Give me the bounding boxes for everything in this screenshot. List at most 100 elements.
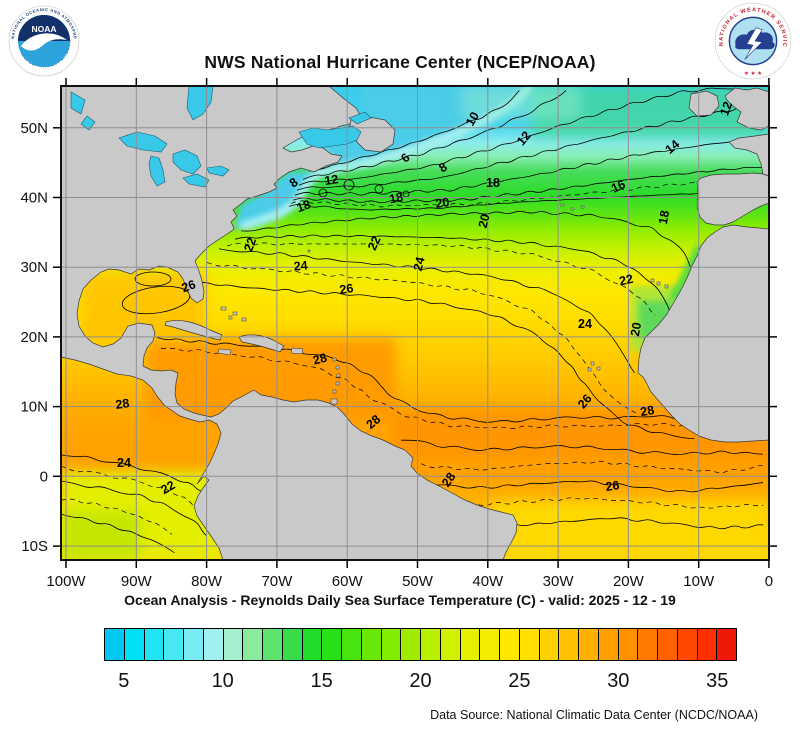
colorbar-cell xyxy=(420,629,440,660)
land-puerto-rico xyxy=(290,347,304,355)
lon-label: 100W xyxy=(46,573,86,590)
noaa-emblem-sky xyxy=(18,15,70,41)
contour-label: 24 xyxy=(117,456,131,470)
lake-ontario xyxy=(206,165,230,177)
contour-label: 18 xyxy=(388,190,405,207)
colorbar-cell xyxy=(479,629,499,660)
lon-label: 20W xyxy=(613,573,645,590)
colorbar-cell xyxy=(617,629,638,660)
lat-label: 30N xyxy=(20,259,48,276)
colorbar-tick-label: 30 xyxy=(607,670,630,692)
lon-label: 10W xyxy=(683,573,715,590)
sst-map: 100W 90W 80W 70W 60W 50W 40W 30W 20W 10W 0 50N 40N 30… xyxy=(20,78,777,590)
colorbar-tick-label: 20 xyxy=(409,670,432,692)
land-britain xyxy=(724,87,769,131)
land-africa xyxy=(637,224,769,443)
contour-label: 24 xyxy=(293,258,308,273)
land-small-islands xyxy=(307,203,669,372)
contour-label: 24 xyxy=(411,255,428,272)
colorbar-cell xyxy=(380,629,401,660)
lat-label: 40N xyxy=(20,190,48,207)
graticule xyxy=(61,86,769,560)
colorbar-cell xyxy=(637,629,657,660)
contour-label: 28 xyxy=(115,396,131,412)
lon-label: 40W xyxy=(472,573,504,590)
noaa-center-text: NOAA xyxy=(31,24,56,34)
contour-label: 20 xyxy=(435,195,451,211)
land-hispaniola xyxy=(238,334,285,353)
contour-label: 10 xyxy=(463,109,482,128)
colorbar-cell xyxy=(242,629,262,660)
nws-logo: NATIONAL WEATHER SERVICE ★ ★ ★ xyxy=(714,2,792,80)
page-title: NWS National Hurricane Center (NCEP/NOAA… xyxy=(204,52,596,72)
noaa-logo: NATIONAL OCEANIC AND ATMOSPHERIC ADMINIS… xyxy=(8,5,80,77)
lat-label: 10S xyxy=(21,538,48,555)
contour-label: 22 xyxy=(241,236,259,254)
contour-label: 22 xyxy=(365,234,384,253)
contour-label: 16 xyxy=(609,177,628,196)
land-jamaica xyxy=(217,348,232,356)
axes: 100W 90W 80W 70W 60W 50W 40W 30W 20W 10W 0 50N 40N 30… xyxy=(20,78,777,590)
colorbar-cell xyxy=(123,629,144,660)
map-frame xyxy=(60,85,770,561)
colorbar-cell xyxy=(163,629,183,660)
colorbar-cell xyxy=(538,629,559,660)
colorbar-cell xyxy=(459,629,480,660)
colorbar-labels: 5 10 15 20 25 30 35 xyxy=(104,670,737,696)
lon-label: 30W xyxy=(543,573,575,590)
contour-label: 24 xyxy=(578,317,592,331)
contour-label: 18 xyxy=(295,197,313,215)
contour-label: 18 xyxy=(656,209,672,225)
map-caption: Ocean Analysis - Reynolds Daily Sea Surf… xyxy=(124,592,676,608)
contour-label: 12 xyxy=(717,100,735,118)
colorbar-cell xyxy=(222,629,243,660)
colorbar-cell xyxy=(360,629,381,660)
colorbar-tick-label: 5 xyxy=(118,670,130,692)
contour-label: 18 xyxy=(486,176,500,190)
land-bahamas xyxy=(220,306,247,322)
colorbar-cell xyxy=(262,629,282,660)
colorbar-tick-label: 10 xyxy=(211,670,234,692)
colorbar-cell xyxy=(143,629,164,660)
colorbar-cell xyxy=(105,629,124,660)
sst-contours xyxy=(61,87,764,554)
colorbar-cell xyxy=(499,629,519,660)
lake-michigan xyxy=(148,155,166,187)
colorbar-cell xyxy=(558,629,578,660)
lat-label: 0 xyxy=(40,468,48,485)
nws-lightning-icon xyxy=(744,27,763,60)
colorbar-cell xyxy=(676,629,697,660)
lat-label: 10N xyxy=(20,399,48,416)
lake-superior xyxy=(118,131,168,153)
land-ireland xyxy=(688,90,720,117)
colorbar-cell xyxy=(657,629,677,660)
colorbar-cell xyxy=(321,629,341,660)
lat-label: 50N xyxy=(20,120,48,137)
contour-label: 20 xyxy=(628,321,644,337)
contour-label: 12 xyxy=(324,172,340,188)
contour-label: 26 xyxy=(339,281,355,297)
lat-label: 20N xyxy=(20,329,48,346)
lon-label: 0 xyxy=(765,573,773,590)
land-lesser-antilles xyxy=(330,357,341,405)
colorbar-cell xyxy=(183,629,203,660)
gulf-st-lawrence xyxy=(298,125,362,149)
contour-label: 26 xyxy=(180,277,198,295)
lon-label: 80W xyxy=(191,573,223,590)
noaa-gull-icon xyxy=(21,33,67,51)
colorbar-cell xyxy=(400,629,420,660)
colorbar-cell xyxy=(301,629,322,660)
land-cuba xyxy=(164,320,223,341)
colorbar-cell xyxy=(341,629,361,660)
lon-label: 50W xyxy=(402,573,434,590)
lake-huron xyxy=(172,149,202,175)
contour-label: 28 xyxy=(311,351,328,368)
colorbar-tick-label: 25 xyxy=(508,670,531,692)
contour-label: 28 xyxy=(439,470,458,489)
lon-label: 70W xyxy=(261,573,293,590)
lon-label: 60W xyxy=(332,573,364,590)
contour-label: 26 xyxy=(605,478,621,494)
land-americas xyxy=(61,86,518,560)
